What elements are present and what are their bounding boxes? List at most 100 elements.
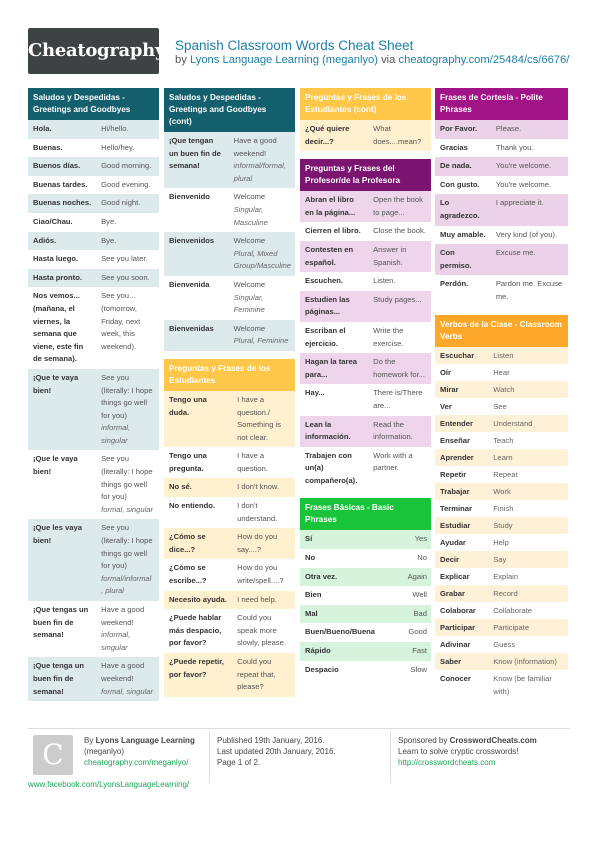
spanish-term: Bienvenido	[164, 188, 229, 233]
footer-author-link[interactable]: cheatography.com/meganlyo/	[84, 758, 189, 767]
english-meaning: Read the information.	[368, 415, 431, 447]
meaning-text: Welcome	[233, 279, 266, 289]
english-meaning: Listen.	[368, 272, 431, 291]
english-meaning: See you (literally: I hope things go wel…	[96, 450, 159, 520]
english-meaning: Open the book to page...	[368, 191, 431, 223]
english-meaning: I appreciate it.	[490, 194, 568, 226]
spanish-term: Lean la información.	[300, 415, 369, 447]
english-meaning: Again	[391, 567, 431, 587]
spanish-term: Bien	[300, 586, 392, 605]
meaning-text: I need help.	[237, 594, 277, 604]
spanish-term: ¡Que les vaya bien!	[28, 519, 97, 601]
page-subtitle: by Lyons Language Learning (meganlyo) vi…	[175, 54, 569, 66]
meaning-text: I don't understand.	[237, 501, 278, 523]
cheatography-logo[interactable]: Cheatography	[28, 28, 165, 74]
spanish-term: Buenas.	[28, 138, 97, 158]
sponsor-name: CrosswordCheats.com	[449, 736, 537, 745]
english-meaning: See you soon.	[96, 268, 159, 288]
spanish-term: Ciao/Chau.	[28, 212, 97, 232]
spanish-term: ¿Cómo se dice...?	[164, 528, 233, 560]
spanish-term: ¡Que te vaya bien!	[28, 368, 97, 451]
spanish-term: Adivinar	[435, 635, 489, 653]
table-row: Terminar Finish	[435, 499, 568, 517]
english-meaning: See you... (tomorrow, Friday, next week,…	[96, 287, 159, 369]
english-meaning: I don't understand.	[232, 497, 295, 529]
english-meaning: Guess	[488, 635, 568, 653]
spanish-term: No entiendo.	[164, 497, 233, 529]
table-row: ¿Cómo se dice...? How do you say....?	[164, 528, 295, 560]
sponsor-link[interactable]: http://crosswordcheats.com	[398, 758, 496, 767]
spanish-term: Bienvenida	[164, 275, 229, 320]
usage-note: informal, singular	[101, 423, 131, 445]
spanish-term: Despacio	[300, 660, 392, 680]
table-row: Bienvenida Welcome Singular, Feminine	[164, 275, 295, 320]
table-row: Aprender Learn	[435, 448, 568, 466]
table-row: ¡Que tengan un buen fin de semana! Have a…	[164, 132, 295, 189]
spanish-term: Buenos días.	[28, 157, 97, 176]
section-title: Saludos y Despedidas - Greetings and Goo…	[164, 88, 295, 132]
spanish-term: Oír	[435, 363, 489, 381]
table-row: Mirar Watch	[435, 380, 568, 398]
spanish-term: Trabajen con un(a) compañero(a).	[300, 446, 369, 491]
spanish-term: ¿Puede hablar más despacio, por favor?	[164, 609, 233, 653]
spanish-term: Lo agradezco.	[435, 194, 491, 226]
spanish-term: Ver	[435, 397, 489, 415]
spanish-term: Tengo una duda.	[164, 390, 233, 448]
meaning-text: See you (literally: I hope things go wel…	[101, 372, 153, 420]
meaning-text: Pardon me. Excuse me.	[495, 279, 563, 301]
meaning-text: Write the exercise.	[373, 325, 404, 348]
phrase-table: Escuchar Listen Oír Hear Mirar Watch Ver See Ent…	[435, 346, 568, 700]
page-header: Cheatography Spanish Classroom Words Che…	[0, 0, 600, 84]
meaning-text: See you later.	[101, 254, 148, 264]
meaning-text: I appreciate it.	[495, 198, 544, 208]
column-1: Saludos y Despedidas - Greetings and Goo…	[28, 88, 159, 707]
facebook-link[interactable]: www.facebook.com/LyonsLanguageLearning/	[28, 780, 190, 789]
spanish-term: Contesten en español.	[300, 240, 369, 273]
meaning-text: See you soon.	[101, 272, 150, 282]
meaning-text: See	[493, 401, 507, 411]
english-meaning: Bye.	[96, 231, 159, 251]
table-row: Despacio Slow	[300, 660, 431, 680]
english-meaning: Welcome Singular, Feminine	[228, 275, 295, 320]
meaning-text: Have a good weekend!	[101, 661, 145, 683]
sheet-url-link[interactable]: cheatography.com/25484/cs/6676/	[398, 54, 570, 66]
english-meaning: Collaborate	[488, 601, 568, 619]
meaning-text: See you (literally: I hope things go wel…	[101, 523, 153, 571]
spanish-term: Hola.	[28, 120, 97, 139]
table-row: Buenas. Hello/hey.	[28, 138, 159, 158]
page-title: Spanish Classroom Words Cheat Sheet	[175, 38, 414, 53]
author-link[interactable]: Lyons Language Learning (meganlyo)	[189, 54, 378, 66]
meaning-text: Open the book to page...	[373, 195, 423, 217]
table-row: Con gusto. You're welcome.	[435, 175, 568, 195]
spanish-term: Adiós.	[28, 231, 97, 251]
table-row: Buen/Bueno/Buena Good	[300, 623, 431, 643]
table-row: Bienvenidas Welcome Plural, Feminine	[164, 319, 295, 351]
english-meaning: Have a good weekend! informal, singular	[96, 601, 159, 658]
spanish-term: Escriban el ejercicio.	[300, 321, 369, 354]
meaning-text: Bad	[413, 608, 427, 618]
table-row: Buenas noches. Good night.	[28, 194, 159, 213]
meaning-text: How do you say....?	[237, 532, 278, 554]
english-meaning: Excuse me.	[490, 244, 568, 276]
english-meaning: Write the exercise.	[368, 321, 431, 354]
english-meaning: Study pages...	[368, 290, 431, 322]
table-row: Bien Well	[300, 586, 431, 605]
usage-note: Plural, Mixed Group/Masculine	[233, 248, 292, 271]
meaning-text: Excuse me.	[495, 248, 536, 258]
table-row: ¿Puede repetir, por favor? Could you repe…	[164, 653, 295, 697]
meaning-text: Slow	[410, 664, 427, 674]
table-row: No sé. I don't know.	[164, 478, 295, 498]
column-4: Frases de Cortesía - Polite Phrases Por …	[435, 88, 568, 706]
spanish-term: Nos vemos... (mañana, el viernes, la sem…	[28, 287, 97, 369]
meaning-text: Listen	[493, 350, 514, 360]
english-meaning: Fast	[391, 642, 431, 661]
meaning-text: I have a question./ Something is not cle…	[237, 394, 282, 442]
spanish-term: ¡Que tengan un buen fin de semana!	[164, 132, 229, 189]
english-meaning: Understand	[488, 414, 568, 432]
english-meaning: Welcome Singular, Masculine	[228, 188, 295, 233]
table-row: Adivinar Guess	[435, 635, 568, 653]
english-meaning: Good morning.	[96, 157, 159, 176]
footer-dates: Published 19th January, 2016. Last updat…	[217, 735, 336, 768]
spanish-term: Entender	[435, 414, 489, 432]
english-meaning: Study	[488, 516, 568, 534]
